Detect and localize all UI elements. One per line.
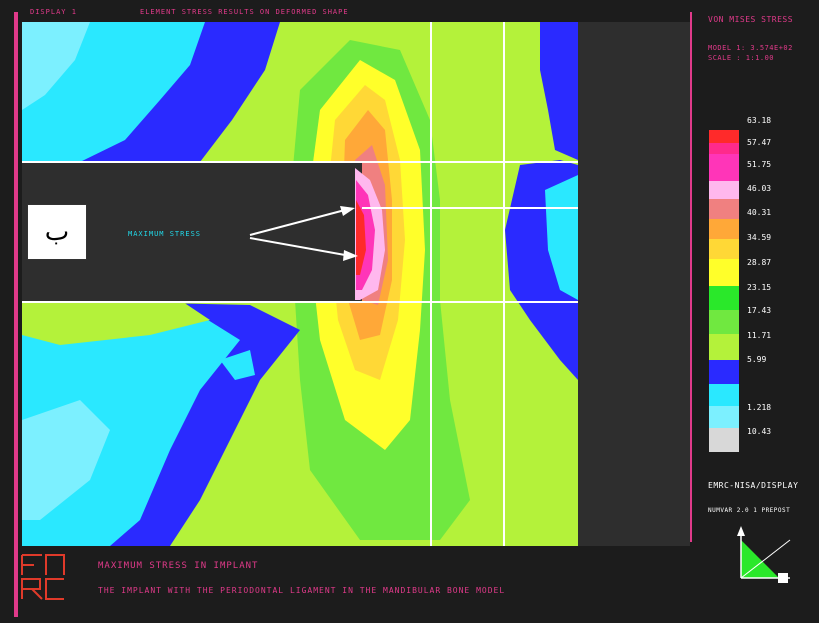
legend-value: 23.15 [747,283,772,292]
left-frame-bar [14,12,18,617]
contour-red-tip [356,200,366,275]
legend-value: 28.87 [747,258,772,267]
emrc-logo-icon [21,554,65,600]
right-frame-bar [690,12,692,542]
contour-lightcyan-top-left [22,22,90,110]
display-label: DISPLAY 1 [30,8,77,16]
result-type-label: VON MISES STRESS [708,15,794,24]
figure-label-badge: ب [27,204,87,260]
legend-value: 57.47 [747,138,772,147]
legend-color-scale [709,130,739,452]
footer-subtitle: THE IMPLANT WITH THE PERIODONTAL LIGAMEN… [98,586,506,595]
mesh-lines [22,22,578,546]
legend-value: 11.71 [747,331,772,340]
legend-value: 46.03 [747,184,772,193]
axis-triad-icon [737,526,791,583]
legend-value: 1.218 [747,403,772,412]
contour-lightcyan-bottom-left [22,400,110,520]
scale-label: SCALE : 1:1.00 [708,54,775,62]
legend-value: 63.18 [747,116,772,125]
contour-cyan-spot [220,350,255,380]
callout-arrows [249,209,346,256]
outside-region [578,22,690,546]
program-name: EMRC-NISA/DISPLAY [708,481,799,490]
legend-value: 5.99 [747,355,767,364]
arrow-head-lower [343,250,358,261]
contour-blue-top-right [540,22,578,160]
arrow-head-upper [340,206,355,216]
legend-value: 34.59 [747,233,772,242]
program-version: NUMVAR 2.0 1 PREPOST [708,507,791,514]
legend-value: 40.31 [747,208,772,217]
contour-cyan-right [545,175,578,300]
model-max-label: MODEL 1: 3.574E+02 [708,44,793,52]
max-stress-callout: MAXIMUM STRESS [128,230,202,238]
legend-value: 51.75 [747,160,772,169]
legend-value: 17.43 [747,306,772,315]
footer-title: MAXIMUM STRESS IN IMPLANT [98,561,259,571]
contour-green-strip-left [22,300,210,345]
legend-value: 10.43 [747,427,772,436]
header-info-line: ELEMENT STRESS RESULTS ON DEFORMED SHAPE [140,8,349,16]
top-header-bar: DISPLAY 1 ELEMENT STRESS RESULTS ON DEFO… [0,0,819,22]
